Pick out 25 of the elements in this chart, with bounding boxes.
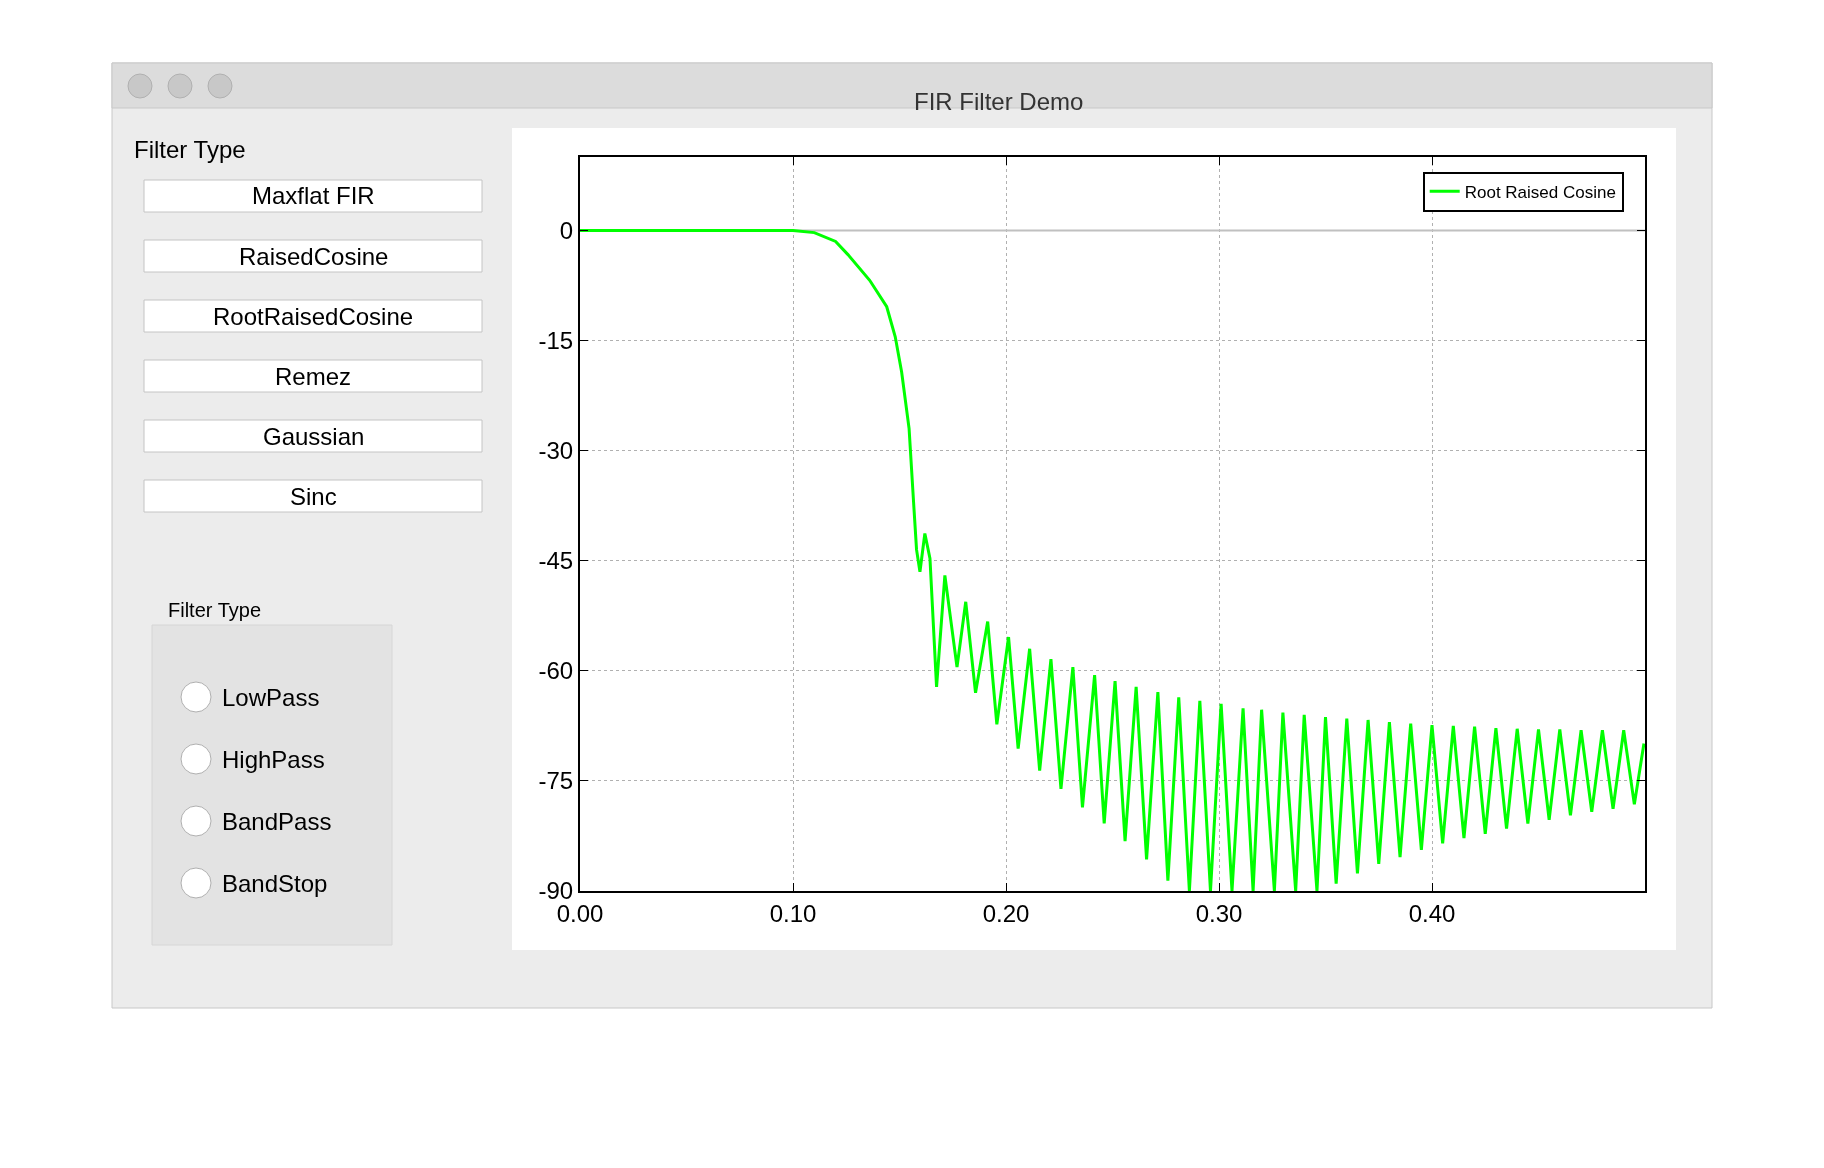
text: Filter Type <box>134 136 246 163</box>
text: RootRaisedCosine <box>213 303 414 330</box>
legend-label: Root Raised Cosine <box>1464 182 1616 202</box>
x-tick-label: 0.40 <box>1408 899 1456 927</box>
x-tick-label: 0.10 <box>769 899 817 927</box>
chart-title: FIR Filter Demo <box>914 88 1084 115</box>
x-tick-label: 0.20 <box>982 899 1030 927</box>
y-tick-label: -15 <box>538 326 574 354</box>
y-tick-label: -75 <box>538 767 574 795</box>
text: Maxflat FIR <box>252 182 375 209</box>
text: LowPass <box>222 684 320 711</box>
text: HighPass <box>222 746 325 773</box>
y-tick-label: -45 <box>538 547 574 575</box>
line-series <box>580 228 1645 891</box>
text: BandPass <box>222 808 332 835</box>
text: Remez <box>275 363 352 390</box>
x-tick-label: 0.30 <box>1195 899 1243 927</box>
text: BandStop <box>222 870 328 897</box>
text: Sinc <box>290 483 337 510</box>
y-tick-label: -30 <box>538 437 574 464</box>
y-tick-label: 0 <box>559 216 574 244</box>
y-tick-label: -60 <box>538 657 574 685</box>
text: Gaussian <box>263 423 365 450</box>
text: RaisedCosine <box>239 243 389 270</box>
text: Filter Type <box>168 599 261 621</box>
